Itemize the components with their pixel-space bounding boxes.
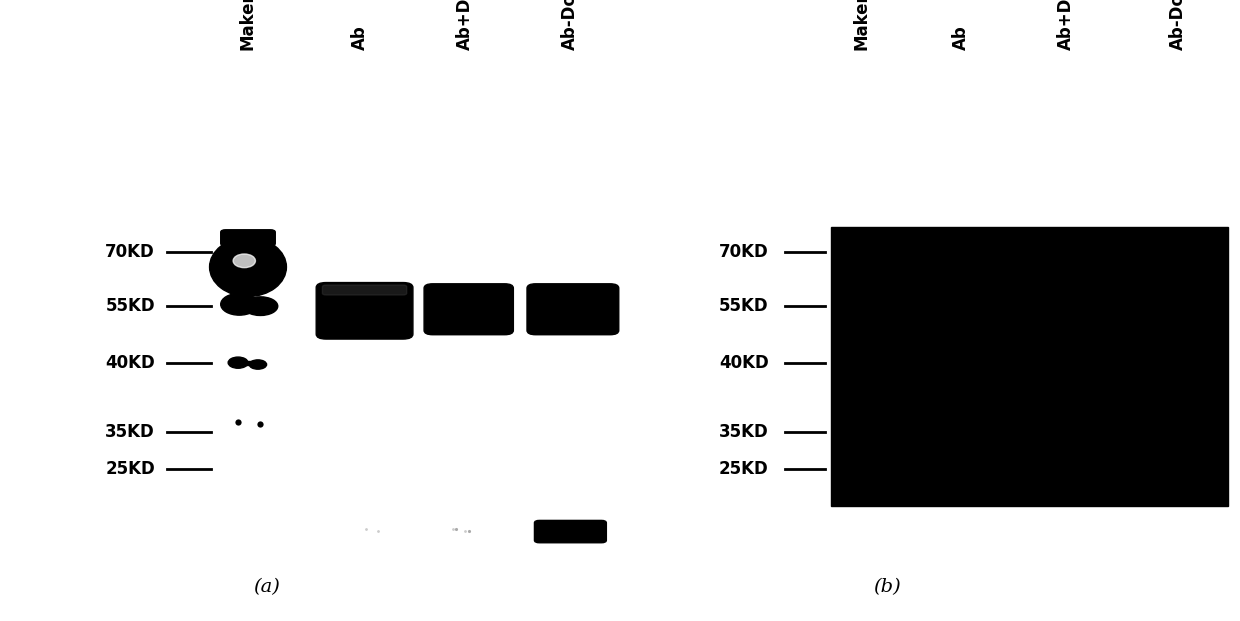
FancyBboxPatch shape	[322, 285, 407, 295]
Text: 35KD: 35KD	[105, 423, 155, 440]
Text: Maker: Maker	[853, 0, 870, 50]
FancyBboxPatch shape	[527, 284, 619, 335]
Text: Ab: Ab	[952, 25, 970, 50]
Text: 70KD: 70KD	[105, 243, 155, 260]
Text: Ab: Ab	[351, 25, 368, 50]
Text: 55KD: 55KD	[105, 297, 155, 314]
FancyBboxPatch shape	[221, 230, 275, 246]
Text: Ab-Dox-TCO: Ab-Dox-TCO	[1169, 0, 1187, 50]
Ellipse shape	[243, 297, 278, 315]
Text: 40KD: 40KD	[719, 355, 769, 372]
Ellipse shape	[233, 254, 255, 268]
Text: 40KD: 40KD	[105, 355, 155, 372]
Ellipse shape	[221, 294, 258, 315]
Ellipse shape	[228, 357, 248, 368]
Text: 25KD: 25KD	[719, 460, 769, 478]
Text: Ab+DTT: Ab+DTT	[456, 0, 474, 50]
Text: 35KD: 35KD	[719, 423, 769, 440]
Text: 25KD: 25KD	[105, 460, 155, 478]
FancyBboxPatch shape	[424, 284, 513, 335]
Bar	[244, 361, 257, 365]
Bar	[831, 227, 1228, 506]
Text: (b): (b)	[873, 578, 900, 596]
Ellipse shape	[249, 360, 267, 369]
Ellipse shape	[210, 238, 286, 297]
Text: (a): (a)	[253, 578, 280, 596]
Text: Ab+DTT: Ab+DTT	[1058, 0, 1075, 50]
FancyBboxPatch shape	[316, 283, 413, 339]
Text: Maker: Maker	[239, 0, 257, 50]
FancyBboxPatch shape	[534, 520, 606, 543]
Text: 55KD: 55KD	[719, 297, 769, 314]
Text: Ab-Dox-TCO: Ab-Dox-TCO	[562, 0, 579, 50]
Text: 70KD: 70KD	[719, 243, 769, 260]
